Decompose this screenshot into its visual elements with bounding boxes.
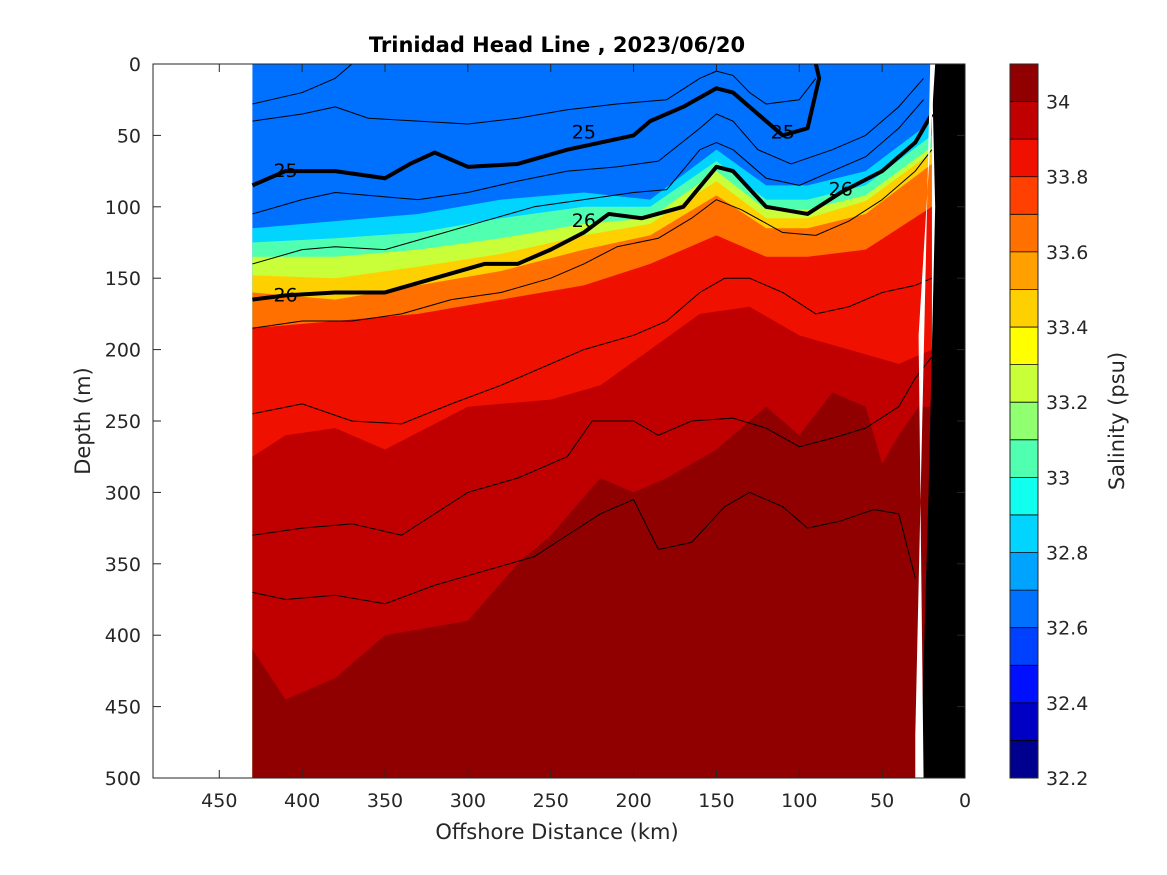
x-tick-label: 250 [533, 790, 569, 812]
contour-label-25: 25 [572, 122, 596, 144]
x-tick-label: 450 [201, 790, 237, 812]
chart-title: Trinidad Head Line , 2023/06/20 [369, 33, 745, 57]
colorbar-tick-label: 33.6 [1046, 242, 1088, 264]
colorbar-tick-label: 33 [1046, 467, 1070, 489]
density-contour-26.4 [252, 277, 933, 425]
contour-label-25: 25 [771, 122, 795, 144]
colorbar-swatch [1010, 740, 1038, 778]
contour-label-text: 26 [273, 284, 297, 306]
colorbar-swatch [1010, 64, 1038, 102]
colorbar-swatch [1010, 627, 1038, 666]
colorbar-swatch [1010, 552, 1038, 591]
contour-label-26: 26 [829, 179, 853, 201]
x-tick-label: 300 [450, 790, 486, 812]
y-tick-label: 350 [105, 554, 141, 576]
density-contour-25 [251, 63, 822, 188]
contour-label-25: 25 [273, 160, 297, 182]
colorbar-swatch [1010, 514, 1038, 553]
axes: 450 400 350 300 250 200 150 100 50 00501001502002… [105, 54, 971, 812]
contour-label-text: 25 [771, 122, 795, 144]
x-tick-label: 0 [959, 790, 971, 812]
density-contour-25.2 [252, 63, 353, 105]
colorbar-swatch [1010, 214, 1038, 252]
x-tick-label: 200 [615, 790, 651, 812]
density-contour-25.6 [252, 77, 924, 215]
contour-label-text: 25 [273, 160, 297, 182]
y-tick-label: 200 [105, 340, 141, 362]
colorbar-swatch [1010, 101, 1038, 140]
x-tick-label: 50 [870, 790, 894, 812]
colorbar-tick-label: 33.4 [1046, 317, 1088, 339]
colorbar-swatch [1010, 176, 1038, 215]
salinity-band-34 [252, 392, 932, 778]
contour-label-text: 26 [572, 210, 596, 232]
colorbar-frame [1009, 63, 1039, 779]
contour-label-26: 26 [572, 210, 596, 232]
colorbar-tick-label: 32.6 [1046, 618, 1088, 640]
colorbar: 32.2 32.4 32.6 32.8 33 33.2 33.4 33.6 33.8 34 [1009, 63, 1088, 790]
contour-label-26: 26 [273, 284, 297, 306]
x-tick-label: 350 [367, 790, 403, 812]
colorbar-swatch [1010, 702, 1038, 741]
nodata-gap [915, 64, 936, 778]
x-tick-label: 150 [698, 790, 734, 812]
density-contour-25.4 [252, 70, 817, 125]
y-tick-label: 150 [105, 268, 141, 290]
colorbar-swatch [1010, 439, 1038, 478]
x-tick-label: 100 [781, 790, 817, 812]
y-tick-label: 450 [105, 697, 141, 719]
x-tick-label: 400 [284, 790, 320, 812]
density-contour-25.8 [252, 99, 924, 265]
y-tick-label: 500 [105, 768, 141, 790]
y-axis-label: Depth (m) [71, 367, 95, 474]
y-tick-label: 400 [105, 625, 141, 647]
colorbar-tick-label: 34 [1046, 92, 1070, 114]
density-contour-26.2 [252, 149, 933, 329]
y-tick-label: 300 [105, 482, 141, 504]
colorbar-tick-label: 33.2 [1046, 392, 1088, 414]
y-tick-label: 50 [117, 125, 141, 147]
colorbar-swatch [1010, 477, 1038, 515]
salinity-band-34.1 [451, 599, 932, 778]
density-contour-26 [252, 112, 934, 302]
colorbar-tick-label: 32.8 [1046, 543, 1088, 565]
colorbar-tick-label: 32.4 [1046, 693, 1088, 715]
y-tick-label: 0 [129, 54, 141, 76]
bottom-topography [915, 64, 965, 778]
y-tick-label: 250 [105, 411, 141, 433]
colorbar-swatch [1010, 402, 1038, 440]
colorbar-swatch [1010, 289, 1038, 328]
contour-label-text: 26 [829, 179, 853, 201]
colorbar-swatch [1010, 139, 1038, 177]
colorbar-swatch [1010, 327, 1038, 365]
contour-label-text: 25 [572, 122, 596, 144]
density-contour-26.6 [252, 356, 933, 536]
colorbar-tick-label: 32.2 [1046, 768, 1088, 790]
y-tick-label: 100 [105, 197, 141, 219]
heatmap-layer [252, 64, 932, 778]
colorbar-tick-label: 33.8 [1046, 167, 1088, 189]
colorbar-label: Salinity (psu) [1105, 352, 1129, 490]
seafloor [920, 64, 965, 778]
colorbar-swatch [1010, 665, 1038, 703]
density-contour-26.8 [252, 491, 916, 605]
density-contour-layer: 25 25 25 26 26 26 [251, 63, 934, 605]
colorbar-swatch [1010, 364, 1038, 403]
colorbar-swatch [1010, 251, 1038, 290]
colorbar-swatch [1010, 590, 1038, 628]
x-axis-label: Offshore Distance (km) [435, 820, 678, 844]
